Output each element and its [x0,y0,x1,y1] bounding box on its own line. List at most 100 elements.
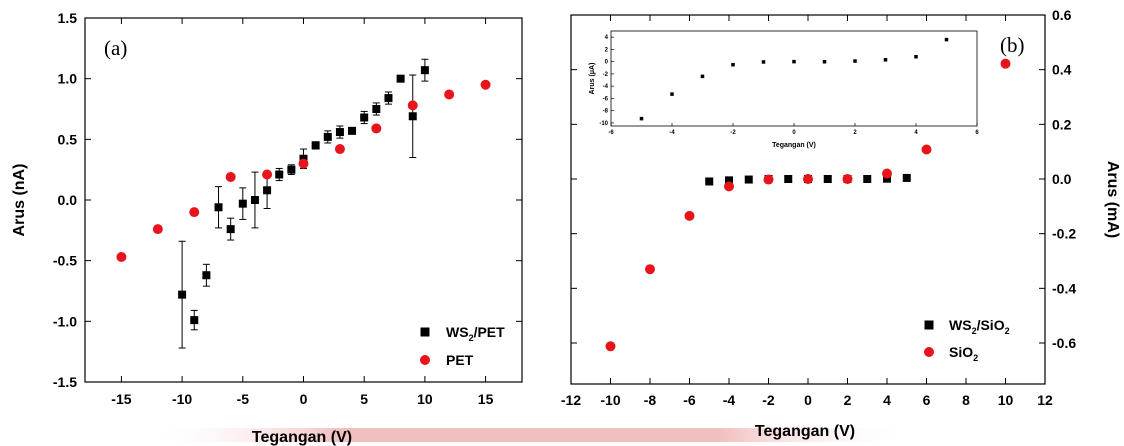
x-tick-label: -10 [172,391,192,407]
inset-y-tick-label: -6 [603,96,609,102]
data-point-sio2 [1000,58,1011,69]
inset-x-tick-label: -4 [669,130,675,136]
inset-x-tick-label: 0 [792,130,796,136]
data-point-ws2-sio2 [705,177,714,186]
data-point-ws2-pet [311,141,320,150]
inset-y-axis-label: Arus (μA) [589,63,596,95]
data-point-ws2-pet [178,290,187,299]
data-point-pet [298,158,309,169]
inset-data-point [761,60,766,64]
x-tick-label: 0 [804,392,812,408]
data-point-ws2-pet [348,126,357,135]
legend-subscript: 2 [1005,326,1010,336]
data-point-sio2 [921,144,932,155]
inset-y-tick-label: 4 [605,35,609,41]
data-point-ws2-pet [408,112,417,121]
y-tick-label: 0.0 [1052,171,1072,187]
y-tick-label: -1.5 [53,374,77,390]
legend-text: /SiO [977,317,1005,333]
inset-x-tick-label: 4 [914,130,918,136]
legend-text: SiO [949,344,973,360]
data-point-ws2-pet [250,196,259,204]
inset-chart: -6 -4 -2 0 2 4 6 -10 -8 -6 -4 -2 0 2 4 Tegangan (V) Arus… [589,30,979,149]
data-point-pet [334,144,345,155]
x-tick-label: 5 [360,391,368,407]
x-tick-label: -12 [561,392,581,408]
y-tick-label: 0.4 [1052,62,1072,78]
x-tick-label: 10 [417,391,433,407]
y-tick-label: -0.4 [1052,280,1076,296]
inset-data-point [700,74,705,79]
data-point-pet [480,79,491,90]
data-point-pet [262,169,273,180]
inset-frame [610,30,978,127]
panel-label: (a) [104,36,127,60]
y-tick-label: 1.0 [58,71,78,87]
data-point-pet [116,252,127,263]
inset-data-point [639,116,644,121]
x-tick-label: 10 [998,392,1014,408]
legend-subscript: 2 [973,353,978,363]
y-tick-label: 0.0 [58,192,78,208]
inset-y-tick-label: -2 [603,72,609,78]
data-point-ws2-pet [335,128,344,137]
data-point-sio2 [684,210,695,221]
data-point-ws2-pet [384,94,393,103]
inset-data-point [914,54,918,59]
data-point-sio2 [763,174,774,185]
y-tick-label: -0.6 [1052,335,1076,351]
x-tick-label: -6 [683,392,696,408]
data-point-ws2-pet [396,74,405,83]
y-tick-label: -0.2 [1052,226,1076,242]
y-axis-label: Arus (mA) [1104,161,1121,238]
y-tick-label: 0.5 [58,131,78,147]
y-tick-label: 1.5 [58,10,78,26]
inset-y-tick-label: 2 [605,47,609,53]
data-point-sio2 [842,174,853,184]
data-point-ws2-pet [226,225,235,234]
x-axis-label: Tegangan (V) [252,429,352,446]
data-point-sio2 [724,181,734,192]
data-point-pet [444,89,455,100]
chart-panel-b: -12 -10 -8 -6 -4 -2 0 2 4 6 8 10 12 -0.6 -0.4 -0.2 0.0 0.… [561,7,1121,440]
legend-label-ws2-sio2: WS2/SiO2 [949,317,1010,336]
x-tick-label: 15 [478,391,494,407]
data-point-ws2-pet [190,316,199,325]
y-tick-label: -1.0 [53,313,77,329]
chart-panel-a: -15 -10 -5 0 5 10 15 -1.5 -1.0 -0.5 0.0 0.5 1.0 1.5 Te… [11,10,523,446]
x-tick-label: 8 [962,392,970,408]
watermark-band [150,428,910,442]
x-tick-label: 12 [1037,392,1053,408]
inset-x-tick-label: 2 [853,130,857,136]
data-point-ws2-pet [214,203,223,212]
inset-y-label-mu: μ [589,70,596,74]
legend-label-ws2-pet: WS2/PET [446,324,505,343]
inset-y-label-text: Arus ( [589,74,596,95]
x-tick-label: 2 [844,392,852,408]
y-tick-label: 0.6 [1052,7,1072,23]
inset-x-tick-label: -6 [608,130,614,136]
inset-y-tick-label: -10 [599,121,608,127]
inset-x-tick-label: -2 [730,130,736,136]
inset-data-point [670,92,674,96]
inset-data-point [883,58,888,62]
inset-data-point [731,62,735,67]
x-tick-label: 4 [883,392,891,408]
inset-y-tick-label: -8 [603,109,609,115]
panel-label: (b) [1000,33,1025,57]
data-point-sio2 [882,168,892,179]
data-point-ws2-sio2 [883,174,891,183]
legend-marker-ws2-sio2 [924,320,934,330]
data-point-sio2 [605,341,616,352]
x-tick-label: 6 [923,392,931,408]
data-point-ws2-sio2 [823,175,832,183]
x-tick-label: -8 [644,392,657,408]
inset-x-axis-label: Tegangan (V) [772,142,816,149]
data-point-pet [152,224,163,235]
data-point-ws2-pet [275,170,284,179]
data-point-ws2-pet [372,105,381,113]
data-point-sio2 [803,174,813,184]
x-tick-label: -10 [600,392,620,408]
x-tick-label: -4 [723,392,736,408]
